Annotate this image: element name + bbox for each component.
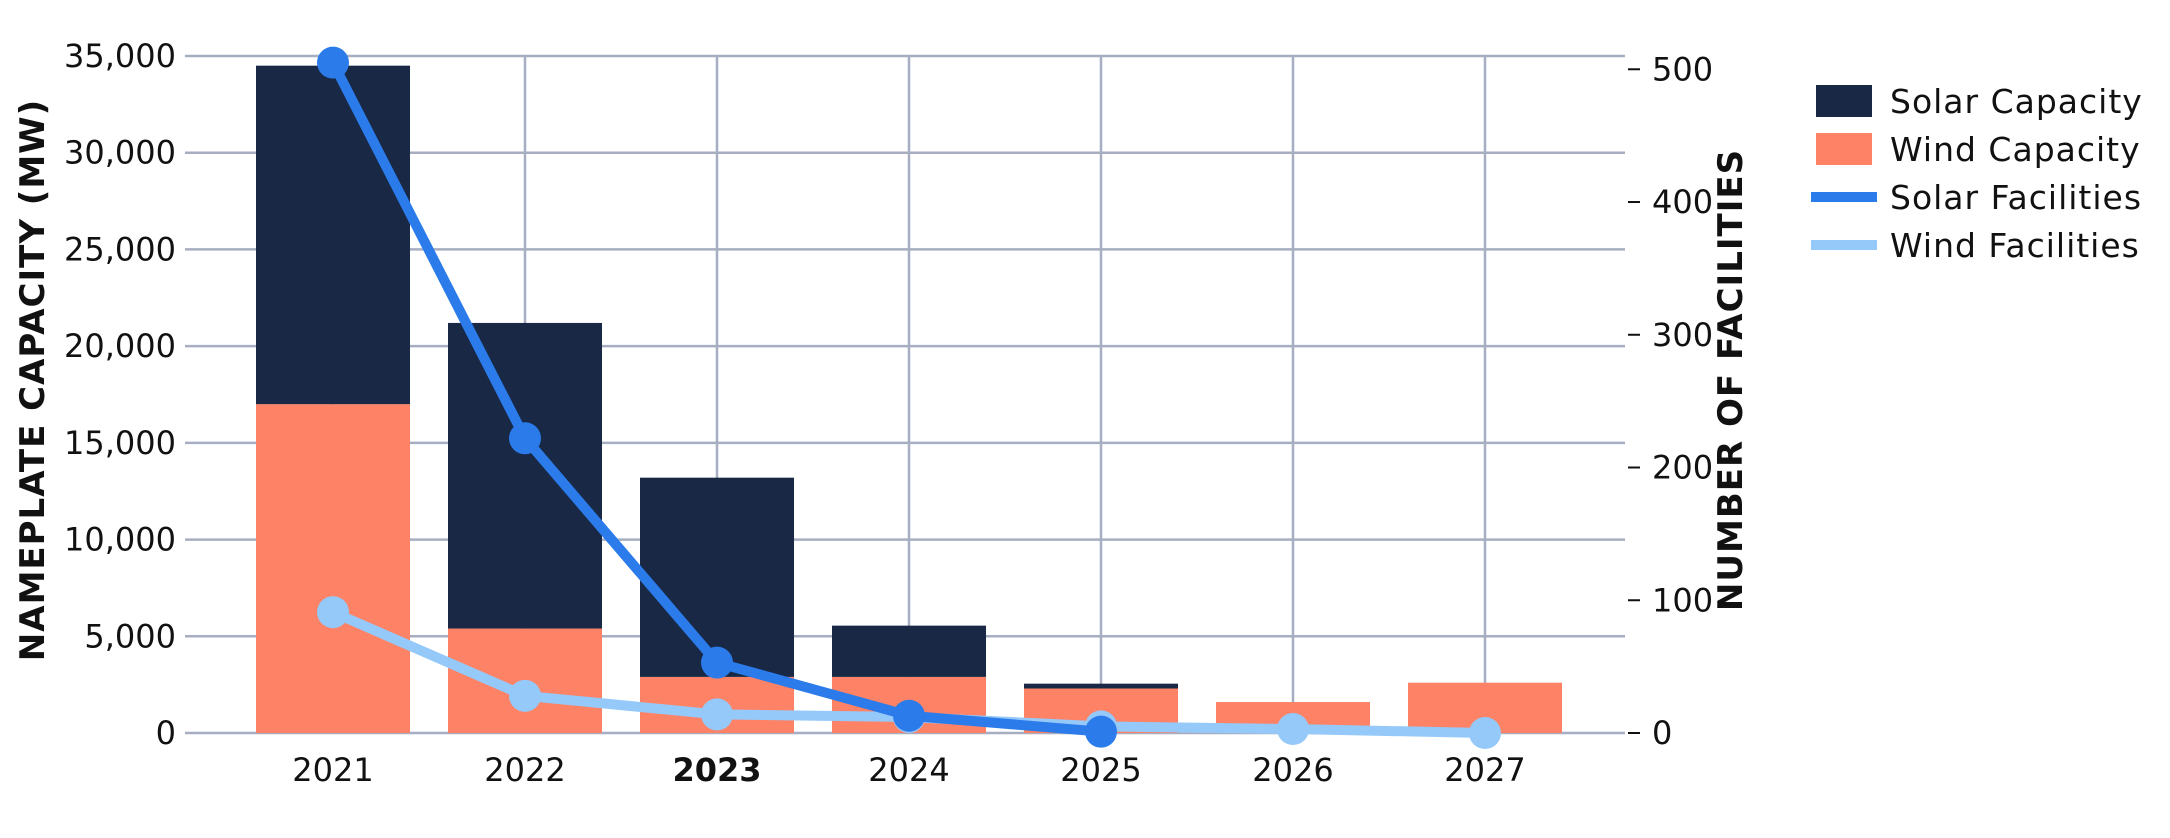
bar-wind-capacity [256, 404, 410, 733]
bar-solar-capacity [832, 625, 986, 677]
left-tick-label: 35,000 [64, 37, 176, 75]
right-tick-label: 200 [1652, 449, 1713, 487]
right-axis-title: NUMBER OF FACILITIES [1711, 149, 1751, 611]
legend-label: Solar Capacity [1890, 82, 2143, 121]
left-tick-label: 0 [156, 714, 176, 752]
right-tick-label: 400 [1652, 183, 1713, 221]
left-tick-label: 20,000 [64, 327, 176, 365]
series-lines [317, 46, 1501, 749]
legend-label: Wind Facilities [1890, 226, 2140, 265]
left-tick-label: 10,000 [64, 521, 176, 559]
point-solar-facilities [701, 646, 733, 679]
legend-swatch [1816, 133, 1872, 165]
bar-solar-capacity [448, 322, 602, 629]
x-axis-ticks: 2021 2022 2023 2024 2025 2026 2027 [292, 751, 1525, 789]
x-tick-label: 2027 [1444, 751, 1525, 789]
legend-label: Solar Facilities [1890, 178, 2142, 217]
left-tick-label: 25,000 [64, 230, 176, 268]
point-wind-facilities [1277, 713, 1309, 746]
point-solar-facilities [317, 46, 349, 79]
x-tick-label: 2025 [1060, 751, 1141, 789]
point-solar-facilities [1085, 715, 1117, 748]
x-tick-label: 2022 [484, 751, 565, 789]
point-wind-facilities [701, 698, 733, 731]
right-tick-label: 100 [1652, 581, 1713, 619]
point-wind-facilities [509, 679, 541, 712]
left-tick-label: 30,000 [64, 134, 176, 172]
right-axis-ticks: 0 100 200 300 400 500 [1628, 50, 1713, 752]
left-tick-label: 5,000 [84, 617, 176, 655]
left-tick-label: 15,000 [64, 424, 176, 462]
right-tick-label: 500 [1652, 50, 1713, 88]
x-tick-label: 2026 [1252, 751, 1333, 789]
x-tick-label: 2021 [292, 751, 373, 789]
left-axis-title: NAMEPLATE CAPACITY (MW) [13, 99, 53, 661]
x-tick-label: 2023 [672, 751, 761, 789]
point-wind-facilities [317, 596, 349, 629]
legend: Solar Capacity Wind Capacity Solar Facilit… [1811, 82, 2143, 265]
bar-solar-capacity [256, 65, 410, 405]
right-tick-label: 300 [1652, 316, 1713, 354]
bars [256, 65, 1562, 733]
right-tick-label: 0 [1652, 714, 1672, 752]
legend-swatch [1816, 85, 1872, 117]
left-axis-ticks: 0 5,000 10,000 15,000 20,000 25,000 30,000 35,0… [64, 37, 176, 752]
point-solar-facilities [509, 422, 541, 455]
x-tick-label: 2024 [868, 751, 949, 789]
bar-solar-capacity [1024, 683, 1178, 689]
bar-solar-capacity [640, 477, 794, 677]
point-wind-facilities [1469, 717, 1501, 749]
legend-label: Wind Capacity [1890, 130, 2141, 169]
point-solar-facilities [893, 699, 925, 732]
